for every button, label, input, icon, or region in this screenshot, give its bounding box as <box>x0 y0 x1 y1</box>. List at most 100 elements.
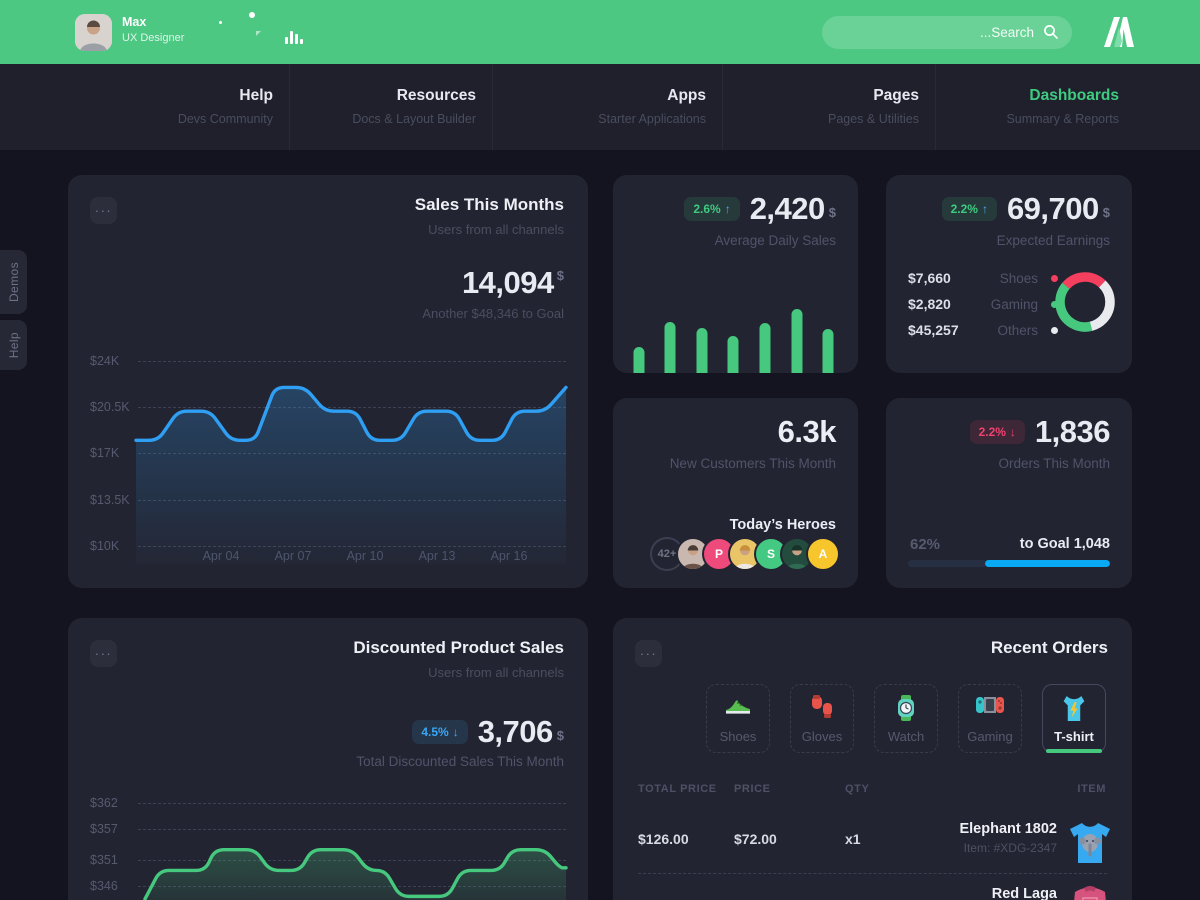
user-name: Max <box>122 15 147 29</box>
progress-fill <box>984 560 1110 567</box>
table-row[interactable]: $126.00 $72.00 x1 Elephant 1802 Item: #X… <box>638 813 1112 873</box>
customers-value: 6.3k <box>777 414 837 449</box>
top-bar: Max UX Designer <box>0 0 1200 64</box>
total-price-cell: $126.00 <box>638 831 689 847</box>
row-divider <box>638 873 1107 874</box>
item-thumbnail-tshirt <box>1068 819 1112 867</box>
trend-badge: 2.6% ↑ <box>684 197 740 221</box>
hero-avatar[interactable]: A <box>806 537 840 571</box>
legend-dot <box>1051 274 1058 282</box>
item-thumbnail-sweater <box>1068 882 1112 900</box>
category-tile-watch[interactable]: Watch <box>874 684 938 753</box>
heroes-avatar-group: 42+ P S A <box>650 537 840 571</box>
main-nav: Help Devs Community Resources Docs & Lay… <box>0 64 1200 150</box>
card-title: Sales This Months <box>414 195 564 214</box>
sales-line-svg <box>134 385 568 565</box>
arrow-down-icon: ↓ <box>1009 425 1016 439</box>
category-tile-shoes[interactable]: Shoes <box>706 684 770 753</box>
qty-cell: x1 <box>845 831 861 847</box>
bar-chart-icon <box>285 28 303 44</box>
side-tab-help[interactable]: Help <box>0 320 27 370</box>
nav-item-dashboards[interactable]: Dashboards Summary & Reports <box>935 64 1135 150</box>
expected-earnings-card: 2.2% ↑ 69,700 $ Expected Earnings $7,660 … <box>886 175 1132 373</box>
trend-badge: 2.2% ↑ <box>941 197 997 221</box>
search-icon <box>1044 25 1058 39</box>
bar <box>759 323 771 373</box>
bar <box>727 336 739 373</box>
legend-row: $2,820 Gaming <box>908 291 1058 317</box>
nav-item-help[interactable]: Help Devs Community <box>177 87 273 126</box>
goal-label: to Goal 1,048 <box>1019 536 1110 552</box>
progress-track <box>908 560 985 567</box>
search-box <box>822 16 1072 49</box>
bar <box>822 329 834 373</box>
progress-percent: 62% <box>910 536 941 553</box>
category-tile-tshirt[interactable]: T-shirt <box>1042 684 1106 753</box>
new-customers-card: 6.3k New Customers This Month Today’s He… <box>613 398 858 588</box>
gamepad-icon <box>959 695 1021 715</box>
stat-label: Total Discounted Sales This Month <box>356 754 564 769</box>
stat-row: 2.2% ↓ 1,836 <box>969 414 1111 450</box>
category-tile-gloves[interactable]: Gloves <box>790 684 854 753</box>
average-daily-sales-card: 2.6% ↑ 2,420 $ Average Daily Sales <box>613 175 858 373</box>
card-header: Sales This Months Users from all channel… <box>415 195 564 237</box>
arrow-up-icon: ↑ <box>981 202 988 216</box>
notification-dot <box>249 12 255 18</box>
brand-logo[interactable] <box>1096 11 1138 58</box>
sales-card: ··· Sales This Months Users from all cha… <box>68 175 588 588</box>
nav-item-apps[interactable]: Apps Starter Applications <box>492 64 722 150</box>
discount-line-chart: $362 $357 $351 $346 <box>68 618 588 900</box>
price-cell: $72.00 <box>734 831 777 847</box>
messages-button[interactable] <box>238 12 266 48</box>
sneaker-icon <box>707 695 769 717</box>
stat-row: 2.2% ↑ 69,700 $ <box>941 191 1110 227</box>
goal-progress-bar <box>908 560 1110 567</box>
stat-row: 4.5% ↓ 3,706 $ <box>412 714 564 750</box>
trend-badge: 2.2% ↓ <box>969 420 1025 444</box>
goal-note: Another $48,346 to Goal <box>422 306 564 321</box>
side-tab-demos[interactable]: Demos <box>0 250 27 314</box>
item-name: Red Laga <box>991 886 1057 900</box>
watch-icon <box>875 695 937 721</box>
recent-orders-card: ··· Recent Orders Shoes <box>613 618 1132 900</box>
dark-mode-toggle[interactable] <box>196 20 224 48</box>
discounted-sales-card: ··· Discounted Product Sales Users from … <box>68 618 588 900</box>
card-title: Discounted Product Sales <box>353 638 564 657</box>
discount-line-svg <box>143 847 568 900</box>
more-options-button[interactable]: ··· <box>635 640 662 667</box>
bar <box>664 322 676 373</box>
trend-badge: 4.5% ↓ <box>412 720 468 744</box>
avatar-photo <box>75 14 112 51</box>
user-info: Max UX Designer <box>122 15 184 44</box>
more-options-button[interactable]: ··· <box>90 197 117 224</box>
sales-line-chart: $24K$20.5K$17K$13.5K$10KApr 04Apr 07Apr … <box>68 175 588 588</box>
user-role: UX Designer <box>122 32 185 44</box>
arrow-up-icon: ↑ <box>724 202 731 216</box>
card-header: Discounted Product Sales Users from all … <box>353 638 564 680</box>
card-title: Recent Orders <box>990 638 1108 657</box>
nav-item-resources[interactable]: Resources Docs & Layout Builder <box>289 64 492 150</box>
stats-button[interactable] <box>280 20 308 48</box>
stat-label: Average Daily Sales <box>714 233 836 248</box>
category-tile-gaming[interactable]: Gaming <box>958 684 1022 753</box>
active-tile-indicator <box>1046 749 1102 753</box>
arrow-down-icon: ↓ <box>452 725 459 739</box>
item-name: Elephant 1802 Item: #XDG-2347 <box>959 821 1057 855</box>
stat-row: 2.6% ↑ 2,420 $ <box>684 191 836 227</box>
card-subtitle: Users from all channels <box>428 222 564 237</box>
nav-item-pages[interactable]: Pages Pages & Utilities <box>722 64 935 150</box>
card-header: Recent Orders <box>991 638 1108 658</box>
user-avatar[interactable] <box>75 14 112 51</box>
tshirt-icon <box>1043 695 1105 722</box>
card-subtitle: Users from all channels <box>428 665 564 680</box>
stat-label: Orders This Month <box>998 456 1110 471</box>
star-dot-icon <box>219 21 222 24</box>
gloves-icon <box>791 695 853 719</box>
orders-card: 2.2% ↓ 1,836 Orders This Month 62% to Goa… <box>886 398 1132 588</box>
more-options-button[interactable]: ··· <box>90 640 117 667</box>
legend-row: $45,257 Others <box>908 317 1058 343</box>
legend-dot <box>1051 326 1058 334</box>
table-row[interactable]: Red Laga <box>638 886 1112 900</box>
search-input[interactable] <box>822 16 1072 49</box>
